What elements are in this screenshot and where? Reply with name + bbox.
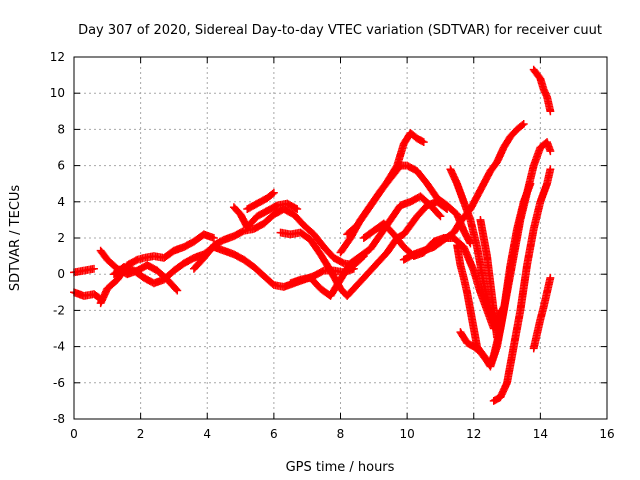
series-arc-14 <box>399 120 528 264</box>
series-arc-7 <box>229 199 302 232</box>
x-tick-label: 2 <box>137 427 145 441</box>
series-arc-2 <box>70 288 103 302</box>
data-point <box>546 273 555 282</box>
plot-frame <box>73 56 608 420</box>
x-axis-label: GPS time / hours <box>286 460 395 475</box>
y-tick-label: -2 <box>53 303 65 317</box>
y-tick-label: 2 <box>57 231 65 245</box>
y-tick-label: 4 <box>57 195 65 209</box>
x-tick-label: 8 <box>337 427 345 441</box>
data-point <box>546 165 555 174</box>
series-arc-1 <box>70 264 98 277</box>
x-tick-label: 4 <box>203 427 211 441</box>
data-point <box>209 234 218 242</box>
y-tick-label: -4 <box>53 340 65 354</box>
series-arc-8 <box>243 188 278 213</box>
y-axis-label: SDTVAR / TECUs <box>8 185 23 292</box>
y-tick-label: 8 <box>57 122 65 136</box>
data-point <box>435 211 444 220</box>
series-arc-12 <box>343 129 428 239</box>
x-tick-label: 0 <box>70 427 78 441</box>
x-tick-label: 10 <box>399 427 414 441</box>
data-point <box>172 285 181 294</box>
axis-ticks: 0 2 4 6 8 10 12 14 16 -8 -6 -4 -2 0 2 4 6 8 10 12 <box>50 50 615 441</box>
x-tick-label: 14 <box>533 427 548 441</box>
x-tick-label: 6 <box>270 427 278 441</box>
y-tick-label: 10 <box>50 86 65 100</box>
y-tick-label: 6 <box>57 159 65 173</box>
data-point <box>293 205 302 213</box>
data-point <box>392 163 401 171</box>
series-arc-6 <box>189 205 368 273</box>
series-arc-19 <box>489 165 555 405</box>
data-series <box>70 65 555 405</box>
data-point <box>436 212 445 221</box>
y-tick-label: 0 <box>57 267 65 281</box>
y-tick-label: -6 <box>53 376 65 390</box>
series-arc-21 <box>529 273 555 353</box>
data-point <box>519 120 528 128</box>
data-point <box>268 189 277 198</box>
data-point <box>269 188 278 197</box>
y-tick-label: -8 <box>53 412 65 426</box>
series-arc-18 <box>476 215 502 342</box>
series-arc-20 <box>529 65 555 116</box>
data-point <box>546 107 555 116</box>
data-point <box>518 121 527 130</box>
data-point <box>173 286 182 295</box>
grid-lines <box>74 57 607 419</box>
data-point <box>419 138 428 147</box>
data-point <box>90 264 98 273</box>
chart-title: Day 307 of 2020, Sidereal Day-to-day VTE… <box>78 23 602 38</box>
data-point <box>546 147 555 156</box>
data-point <box>526 179 535 188</box>
x-tick-label: 16 <box>599 427 614 441</box>
y-tick-label: 12 <box>50 50 65 64</box>
data-point <box>493 333 502 342</box>
x-tick-label: 12 <box>466 427 481 441</box>
